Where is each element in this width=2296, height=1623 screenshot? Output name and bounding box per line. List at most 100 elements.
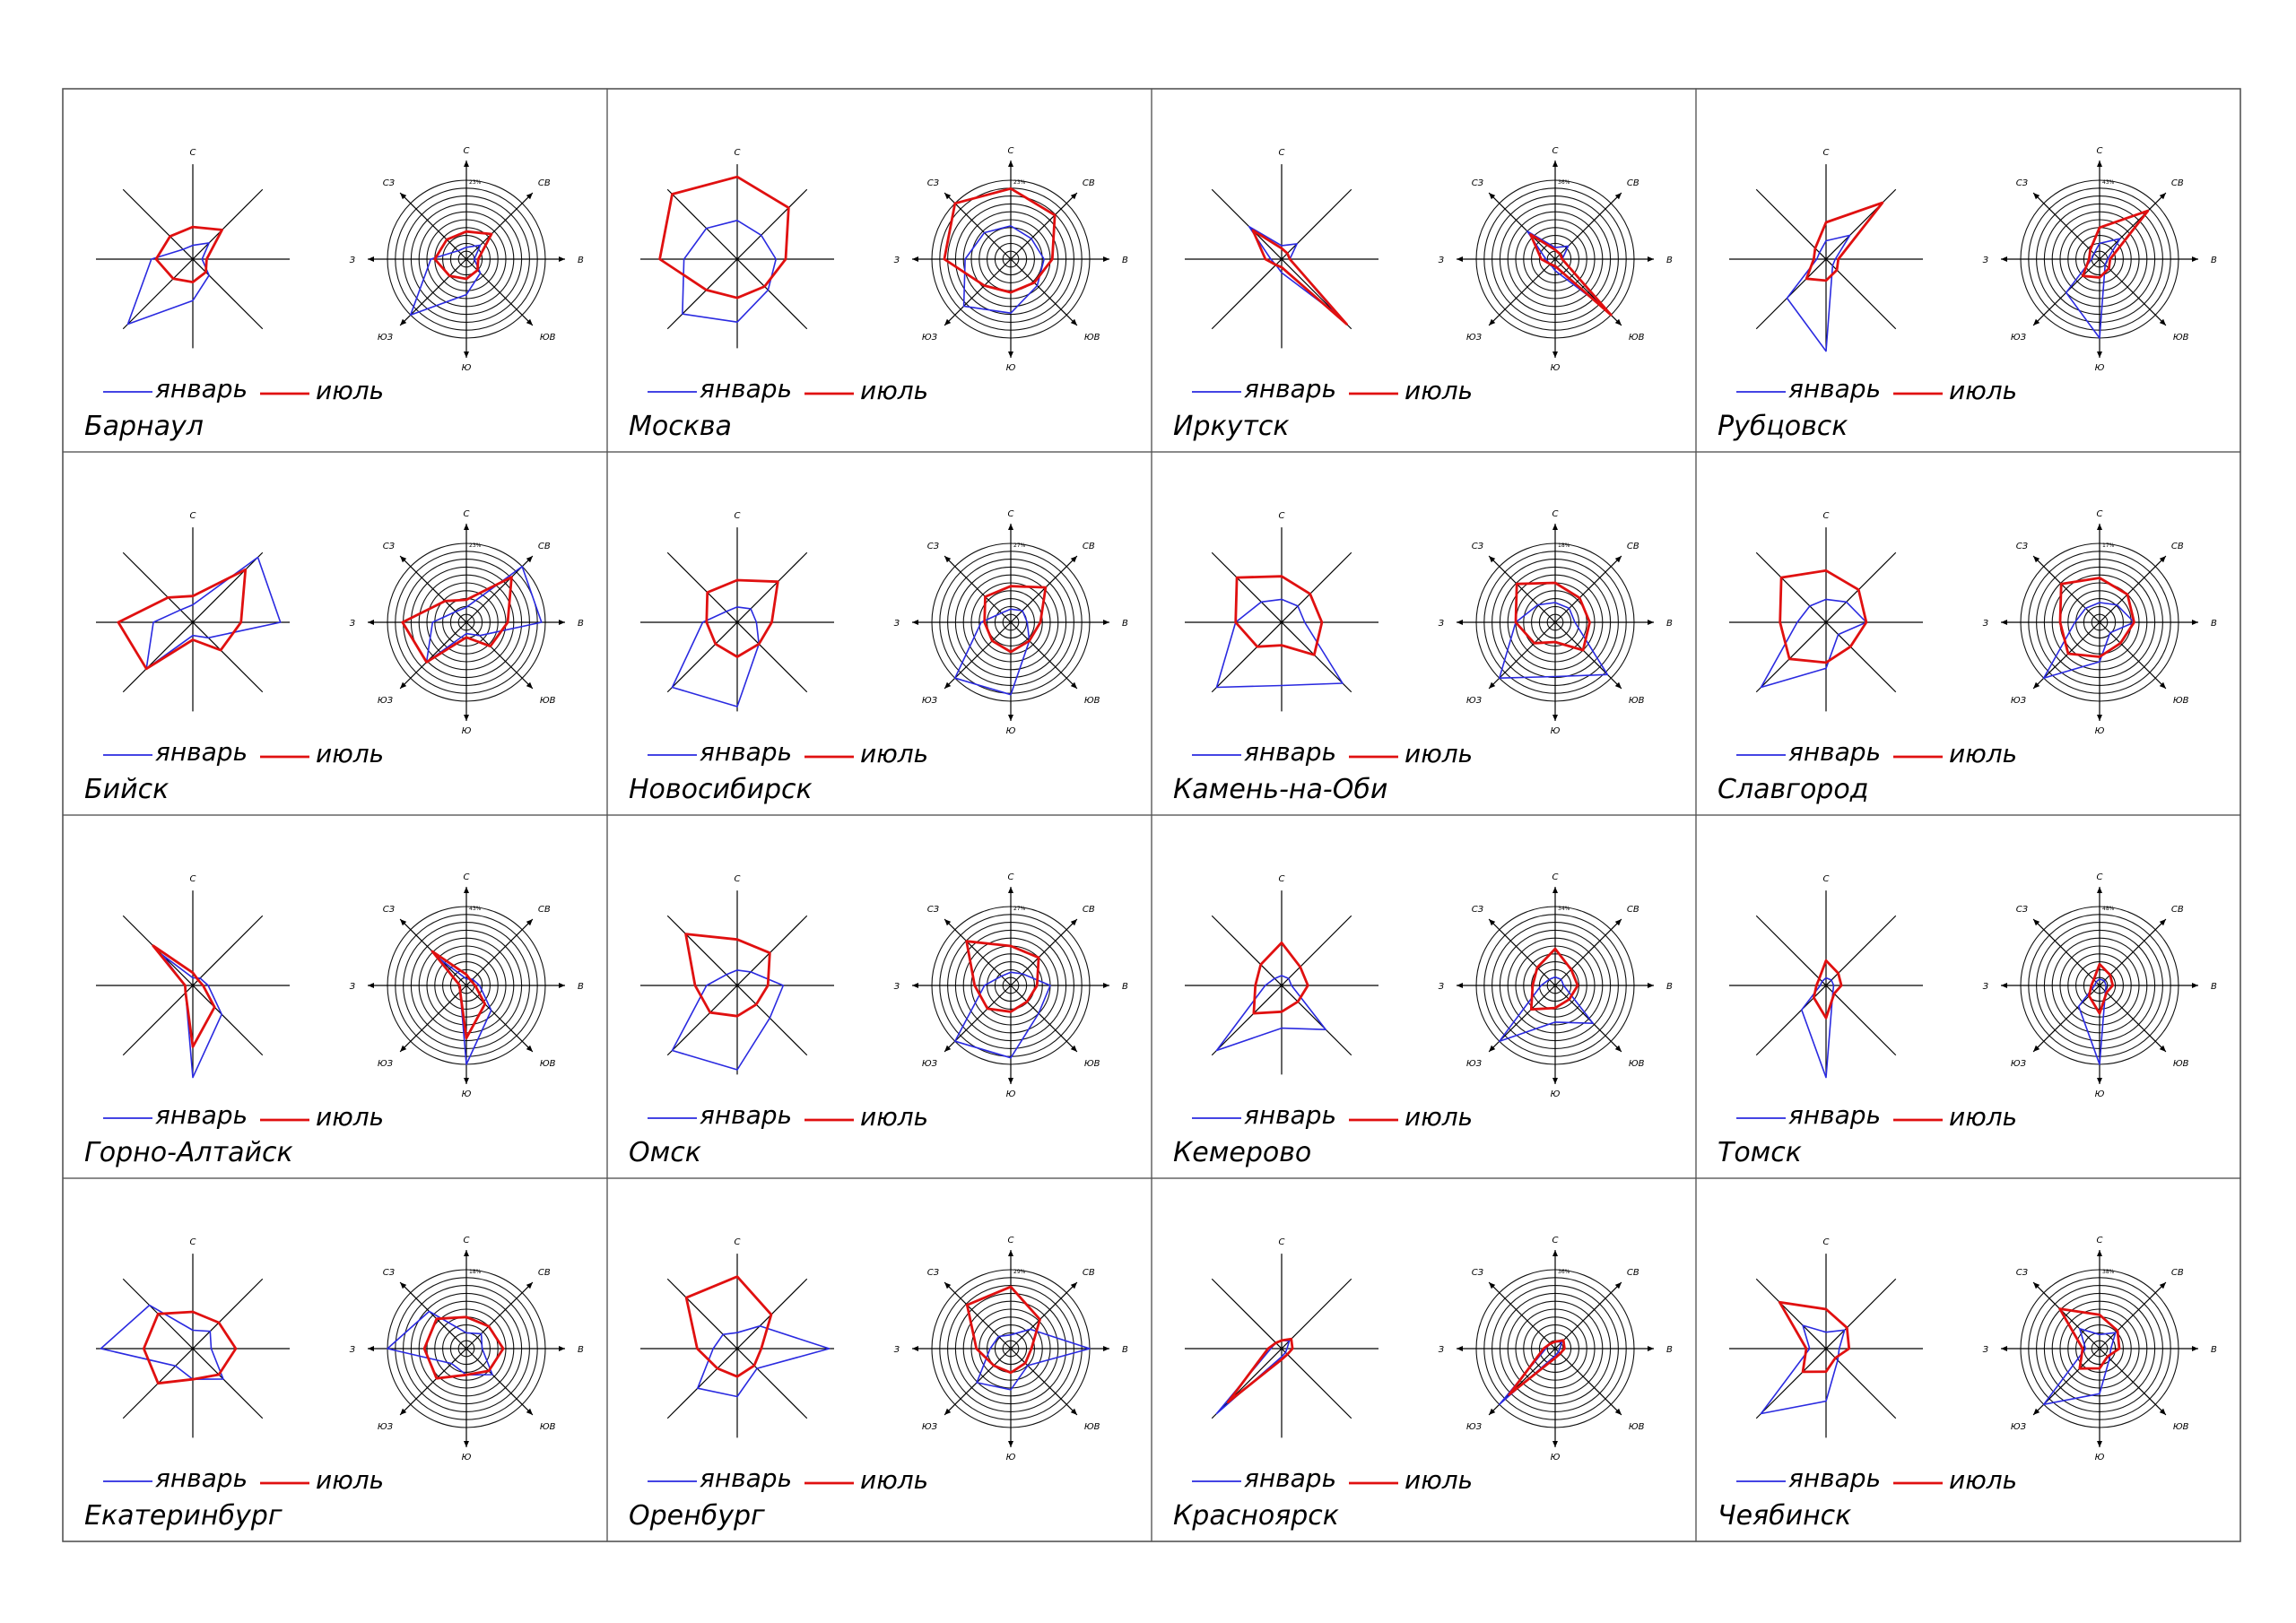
- legend: январь июль: [1192, 1463, 1473, 1495]
- july-series-line: [401, 576, 513, 664]
- axis-line: [944, 918, 1012, 986]
- axis-arrow: [526, 318, 533, 325]
- direction-label-ne: СВ: [538, 905, 551, 915]
- axis-arrow: [912, 256, 918, 262]
- axis-line: [1554, 918, 1622, 986]
- axis-arrow: [1614, 318, 1622, 325]
- city-name: Новосибирск: [629, 774, 813, 805]
- direction-label-se: ЮВ: [540, 696, 556, 706]
- direction-label-s: Ю: [462, 363, 472, 373]
- max-percent-label: 23%: [469, 542, 482, 549]
- axis-arrow: [944, 1408, 952, 1415]
- simple-rose: С: [96, 511, 290, 712]
- axis-line: [399, 258, 467, 326]
- direction-label-sw: ЮЗ: [1466, 1059, 1483, 1069]
- gridded-rose: С СВ В ЮВ Ю ЮЗ З СЗ 38%: [1983, 1236, 2217, 1462]
- july-series-line: [422, 1315, 505, 1380]
- direction-label-e: В: [1666, 982, 1673, 992]
- axis-arrow: [1552, 1250, 1558, 1256]
- legend-january-label: январь: [155, 374, 248, 404]
- direction-label-sw: ЮЗ: [2011, 696, 2027, 706]
- direction-label-n: С: [464, 872, 470, 882]
- legend-july-label: июль: [860, 739, 928, 768]
- axis-line: [944, 985, 1012, 1053]
- axis-line: [465, 192, 534, 260]
- axis-arrow: [944, 193, 952, 200]
- direction-label-nw: СЗ: [383, 542, 396, 551]
- legend-july-label: июль: [860, 1102, 928, 1132]
- direction-label-ne: СВ: [1083, 905, 1095, 915]
- axis-arrow: [1552, 524, 1558, 530]
- direction-label-se: ЮВ: [1084, 333, 1100, 343]
- axis-arrow: [1489, 1282, 1496, 1289]
- axis-line: [2032, 1348, 2100, 1416]
- direction-label-nw: СЗ: [1472, 1268, 1484, 1278]
- direction-label-n: С: [1823, 148, 1830, 158]
- direction-label-se: ЮВ: [540, 1059, 556, 1069]
- legend-july-label: июль: [1405, 1465, 1473, 1495]
- axis-arrow: [1552, 715, 1558, 721]
- direction-label-n: С: [1552, 509, 1559, 519]
- city-name: Бийск: [84, 774, 169, 805]
- direction-label-ne: СВ: [2171, 905, 2184, 915]
- axis-arrow: [1648, 256, 1654, 262]
- axis-line: [1488, 1281, 1556, 1350]
- axis-line: [1755, 915, 1897, 1056]
- city-cell: С С СВ В ЮВ Ю ЮЗ З СЗ 17% январь июль Славгород: [1695, 451, 2241, 816]
- direction-label-nw: СЗ: [927, 905, 940, 915]
- axis-line: [666, 188, 808, 330]
- legend-january-label: январь: [700, 1100, 792, 1130]
- max-percent-label: 27%: [1013, 542, 1026, 549]
- max-percent-label: 18%: [469, 1269, 482, 1275]
- direction-label-ne: СВ: [1083, 178, 1095, 188]
- direction-label-s: Ю: [462, 726, 472, 736]
- axis-arrow: [2159, 681, 2166, 689]
- direction-label-n: С: [190, 1237, 196, 1247]
- direction-label-n: С: [190, 148, 196, 158]
- axis-line: [1488, 1348, 1556, 1416]
- axis-line: [1755, 1278, 1897, 1419]
- axis-arrow: [2097, 352, 2102, 358]
- axis-arrow: [1008, 887, 1013, 893]
- direction-label-w: З: [894, 256, 900, 265]
- legend-july-label: июль: [860, 1465, 928, 1495]
- july-series-line: [1779, 568, 1868, 664]
- legend-july-label: июль: [316, 739, 384, 768]
- axis-arrow: [400, 681, 407, 689]
- legend: январь июль: [648, 737, 928, 768]
- axis-arrow: [464, 1078, 469, 1084]
- direction-label-n: С: [1008, 146, 1014, 156]
- city-name: Чеябинск: [1718, 1500, 1851, 1532]
- city-name: Оренбург: [629, 1500, 765, 1532]
- axis-arrow: [1103, 620, 1109, 625]
- axis-line: [666, 1278, 808, 1419]
- simple-rose: С: [640, 874, 834, 1075]
- axis-arrow: [2159, 1408, 2166, 1415]
- direction-label-sw: ЮЗ: [922, 333, 938, 343]
- axis-line: [465, 1281, 534, 1350]
- axis-arrow: [559, 620, 565, 625]
- legend-january-label: январь: [1244, 1463, 1336, 1493]
- axis-line: [1755, 551, 1897, 693]
- axis-arrow: [400, 1408, 407, 1415]
- legend-july-label: июль: [1405, 739, 1473, 768]
- january-series-line: [1499, 976, 1594, 1042]
- axis-line: [465, 621, 534, 690]
- axis-line: [1010, 621, 1078, 690]
- max-percent-label: 48%: [2102, 906, 2115, 912]
- simple-rose: С: [640, 148, 834, 349]
- axis-line: [1554, 985, 1622, 1053]
- direction-label-e: В: [1122, 256, 1128, 265]
- legend-july-label: июль: [316, 1465, 384, 1495]
- january-series-line: [696, 1325, 831, 1398]
- axis-arrow: [1070, 1282, 1077, 1289]
- july-series-line: [1805, 201, 1884, 282]
- legend: январь июль: [103, 1463, 384, 1495]
- axis-line: [1010, 1281, 1078, 1350]
- january-series-line: [2065, 238, 2121, 339]
- axis-line: [1010, 918, 1078, 986]
- max-percent-label: 29%: [1013, 1269, 1026, 1275]
- july-series-line: [2087, 962, 2115, 1015]
- july-series-line: [983, 585, 1048, 654]
- axis-arrow: [464, 1250, 469, 1256]
